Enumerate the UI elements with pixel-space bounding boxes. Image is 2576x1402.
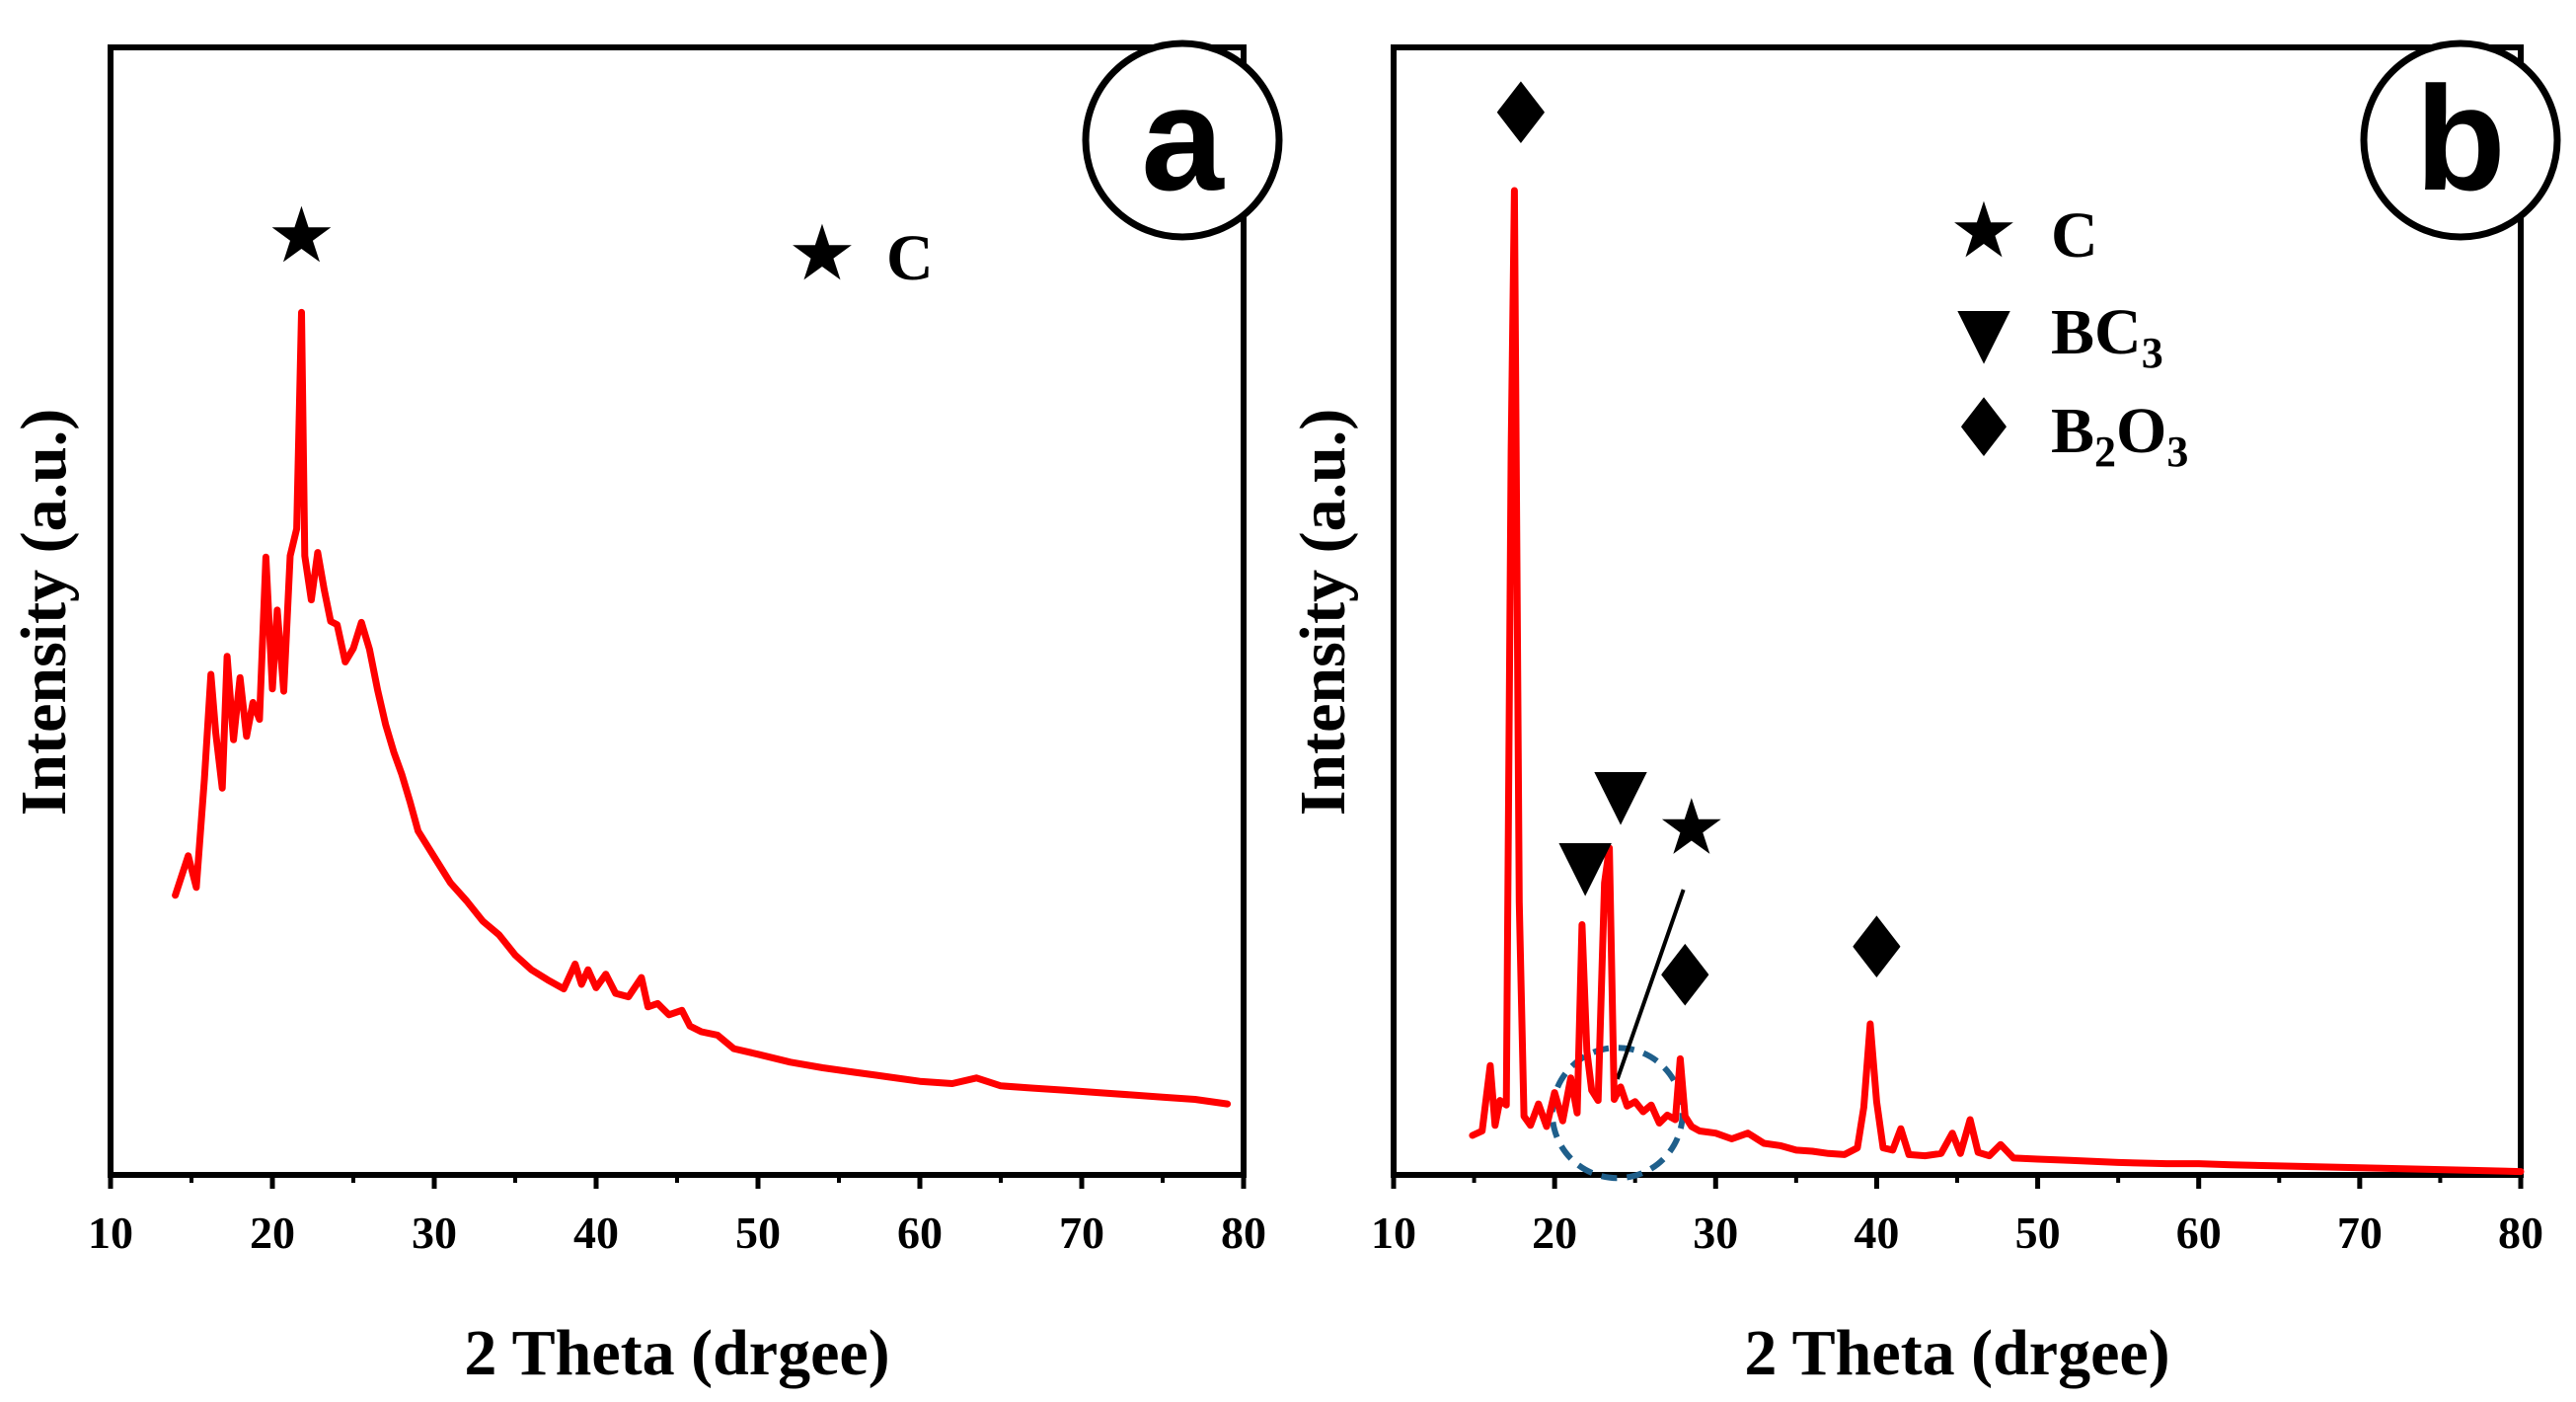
x-tick-label-20: 20 <box>250 1207 295 1258</box>
x-tick-label-70: 70 <box>2337 1207 2383 1258</box>
panel-b-peak-markers: ♦▼▼ ★♦ ♦ <box>1482 65 1915 1027</box>
series-line <box>172 308 1232 1108</box>
panel-b-legend: ★ C ▼ BC3 ♦ B2O3 <box>1947 187 2188 476</box>
x-tick-label-80: 80 <box>1221 1207 1266 1258</box>
panel-b-legend-label-b2o3: B2O3 <box>2051 395 2188 476</box>
panel-a-legend-symbol-c: ★ <box>788 209 857 298</box>
panel-a-x-ticks: 10 20 30 40 50 60 70 80 <box>88 1175 1266 1258</box>
x-tick-label-10: 10 <box>1371 1207 1416 1258</box>
x-tick-label-30: 30 <box>412 1207 457 1258</box>
peak-marker-c: ★ <box>1657 784 1726 873</box>
panel-b-y-axis-title: Intensity (a.u.) <box>1287 409 1359 817</box>
panel-b-x-axis-title: 2 Theta (drgee) <box>1744 1317 2169 1389</box>
x-tick-label-60: 60 <box>2176 1207 2222 1258</box>
panel-b-series <box>1469 187 2525 1176</box>
x-tick-label-30: 30 <box>1693 1207 1738 1258</box>
peak-marker-b2o3: ♦ <box>1839 899 1915 998</box>
x-tick-label-40: 40 <box>1854 1207 1899 1258</box>
panel-b-legend-symbol-c: ★ <box>1949 187 2018 275</box>
panel-b-legend-symbol-bc3: ▼ <box>1957 291 2010 372</box>
panel-a-label-circle <box>1082 39 1283 241</box>
x-tick-label-60: 60 <box>897 1207 943 1258</box>
series-line <box>1469 187 2525 1176</box>
x-tick-label-50: 50 <box>2015 1207 2061 1258</box>
x-tick-label-20: 20 <box>1532 1207 1577 1258</box>
x-tick-label-10: 10 <box>88 1207 133 1258</box>
panel-a-chart: 10 20 30 40 50 60 70 80 ★ 2 Theta (drgee) Inten… <box>8 39 1283 1389</box>
peak-marker-b2o3: ♦ <box>1647 928 1723 1027</box>
x-tick-label-50: 50 <box>735 1207 781 1258</box>
panel-b-legend-label-c: C <box>2051 199 2098 272</box>
pointer-line <box>1615 889 1686 1080</box>
panel-b-legend-symbol-b2o3: ♦ <box>1947 382 2020 476</box>
panel-b-legend-label-bc3: BC3 <box>2051 296 2163 377</box>
panel-b-x-ticks: 10 20 30 40 50 60 70 80 <box>1371 1175 2543 1258</box>
x-tick-label-40: 40 <box>573 1207 619 1258</box>
x-tick-label-70: 70 <box>1059 1207 1104 1258</box>
peak-marker-bc3: ▼ <box>1594 752 1647 833</box>
panel-a-legend: ★ C <box>788 209 934 298</box>
panel-a-x-axis-title: 2 Theta (drgee) <box>464 1317 889 1389</box>
panel-a-y-axis-title: Intensity (a.u.) <box>8 409 80 817</box>
panel-a-legend-label-c: C <box>886 222 934 294</box>
peak-marker-c: ★ <box>267 192 337 280</box>
x-tick-label-80: 80 <box>2498 1207 2543 1258</box>
panel-b-chart: 10 20 30 40 50 60 70 80 ♦▼▼ ★♦ ♦ 2 Theta (drgee) … <box>1287 39 2561 1389</box>
panel-a-series <box>172 308 1232 1108</box>
panel-b-letter: b <box>2415 55 2506 221</box>
panel-a-peak-markers: ★ <box>267 192 337 280</box>
panel-a-letter: a <box>1141 55 1225 221</box>
highlight-dashed-circle <box>1549 1045 1686 1182</box>
peak-marker-bc3: ▼ <box>1558 823 1612 904</box>
peak-marker-b2o3: ♦ <box>1482 65 1558 164</box>
panel-b-label-circle <box>2360 39 2561 241</box>
